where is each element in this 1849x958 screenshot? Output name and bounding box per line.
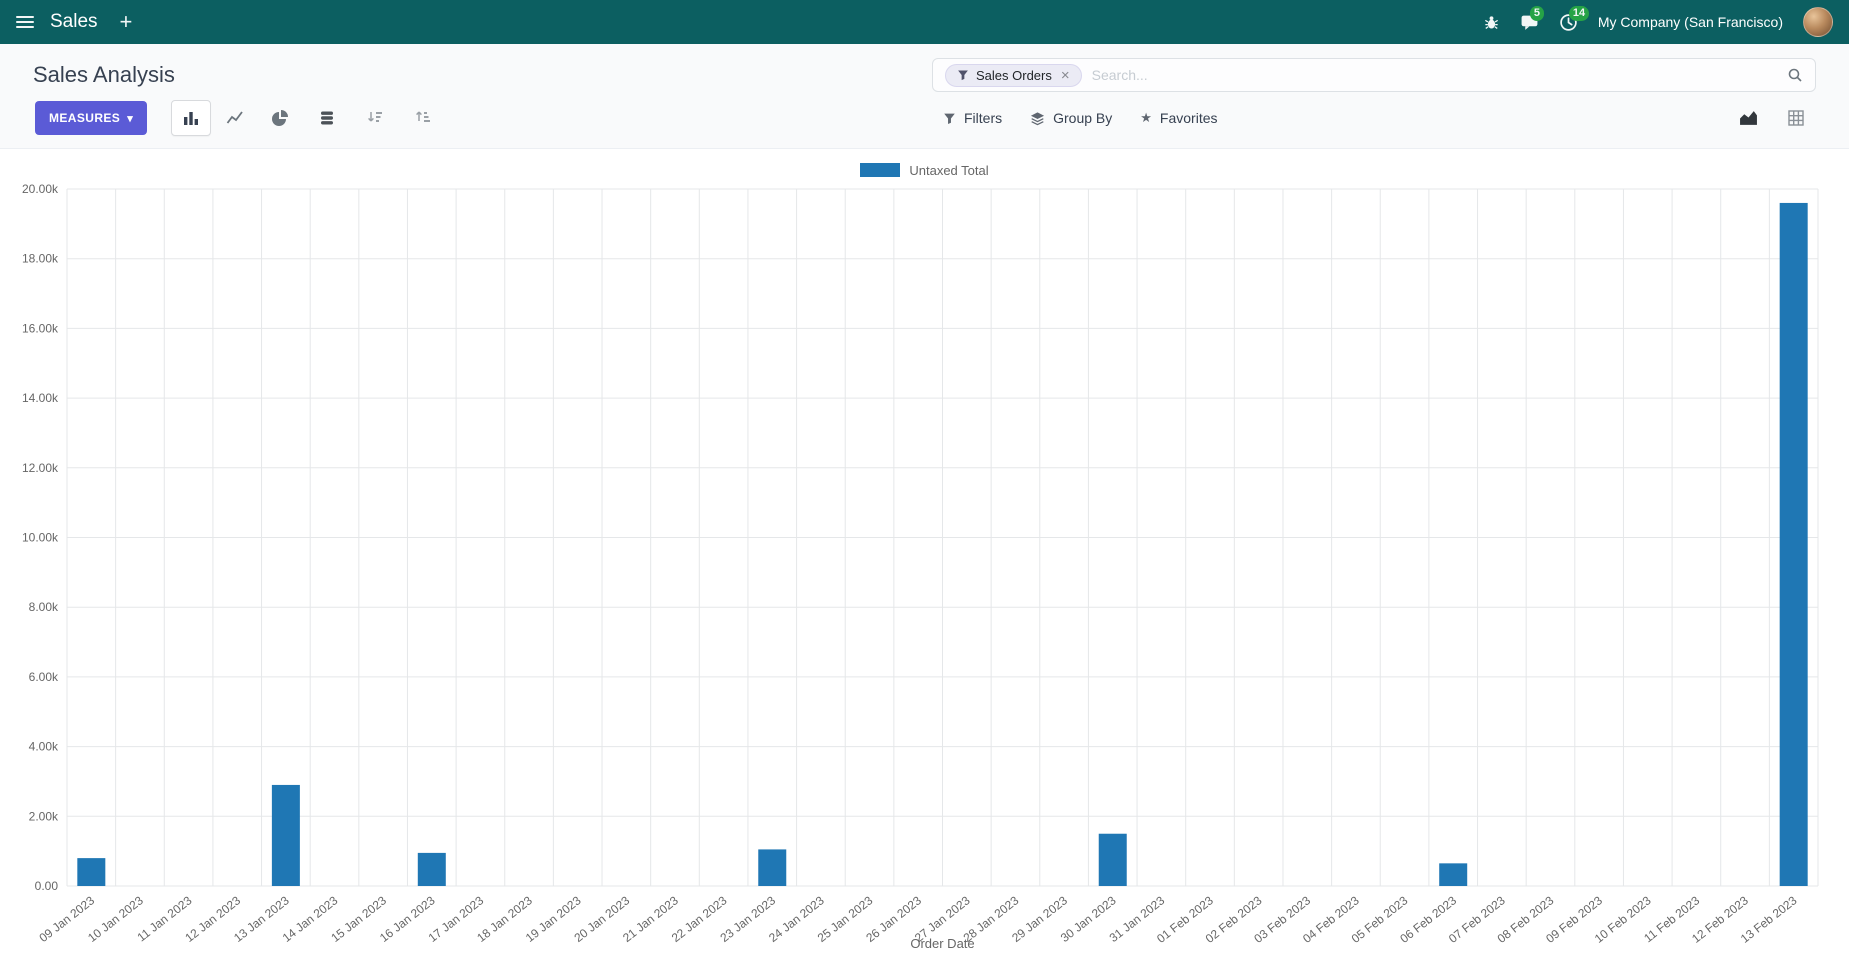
sort-descending-button[interactable] [355,100,395,136]
activities-button[interactable]: 14 [1559,5,1590,32]
debug-button[interactable] [1483,14,1500,31]
filter-funnel-icon [943,112,956,125]
svg-text:20.00k: 20.00k [22,183,59,196]
top-navbar: Sales + 5 [0,0,1849,44]
search-icon[interactable] [1787,67,1803,83]
line-chart-button[interactable] [215,100,255,136]
svg-text:10.00k: 10.00k [22,531,59,545]
apps-menu-button[interactable] [16,16,34,28]
search-input[interactable] [1091,67,1777,83]
graph-view-button[interactable] [1728,101,1768,135]
activities-badge: 14 [1568,5,1590,21]
svg-text:Order Date: Order Date [910,936,974,951]
search-bar[interactable]: Sales Orders × [932,58,1816,92]
favorites-button[interactable]: ★ Favorites [1140,110,1218,126]
svg-text:2.00k: 2.00k [29,809,59,823]
sort-ascending-button[interactable] [403,100,443,136]
svg-text:0.00: 0.00 [35,879,59,893]
sales-chart-svg[interactable]: 0.00 2.00k 4.00k 6.00k 8.00k 10.00k 12.00k 14.0… [0,182,1849,958]
messages-badge: 5 [1529,5,1544,21]
facet-remove-icon[interactable]: × [1060,66,1070,84]
legend-swatch [860,163,901,177]
toolbar-row: MEASURES ▾ [0,96,1849,148]
chart-type-group [171,100,299,136]
chart-tools: MEASURES ▾ [35,100,443,136]
navbar-left: Sales + [16,9,138,35]
legend-label: Untaxed Total [909,162,989,178]
new-tab-button[interactable]: + [114,9,139,35]
facet-label: Sales Orders [976,67,1052,83]
svg-text:4.00k: 4.00k [29,740,59,754]
page-title: Sales Analysis [33,62,175,87]
svg-text:16.00k: 16.00k [22,321,59,335]
view-switcher [1728,101,1816,135]
pie-chart-icon [271,109,288,127]
breadcrumb-row: Sales Analysis Sales Orders × [0,44,1849,96]
measures-button[interactable]: MEASURES ▾ [35,101,148,135]
app-name[interactable]: Sales [50,11,98,32]
chart-region: Untaxed Total 0.00 2.00k 4.00k 6.00k 8.00k 10… [0,149,1849,958]
pie-chart-button[interactable] [259,100,299,136]
sort-ascending-icon [414,109,432,127]
navbar-right: 5 14 My Company (San Francisco) [1483,5,1833,37]
stacked-icon [318,109,336,127]
messages-button[interactable]: 5 [1520,5,1544,32]
user-avatar[interactable] [1803,7,1833,37]
stacked-toggle-button[interactable] [307,100,347,136]
star-icon: ★ [1140,110,1152,125]
layers-icon [1030,111,1045,126]
svg-text:14.00k: 14.00k [22,391,59,405]
svg-text:18.00k: 18.00k [22,252,59,266]
search-facet[interactable]: Sales Orders × [945,63,1082,87]
pivot-grid-icon [1787,109,1805,127]
clock-icon [1559,13,1578,32]
control-panel: Sales Analysis Sales Orders × MEASURES [0,44,1849,149]
sort-descending-icon [366,109,384,127]
svg-text:6.00k: 6.00k [29,670,59,684]
chart-legend[interactable]: Untaxed Total [0,149,1849,183]
svg-text:8.00k: 8.00k [29,600,59,614]
svg-text:12.00k: 12.00k [22,461,59,475]
group-by-button[interactable]: Group By [1030,110,1112,126]
facet-filter-icon [957,69,969,81]
bar-chart-icon [182,109,200,127]
line-chart-icon [226,109,244,127]
plus-icon: + [119,9,133,34]
filters-button[interactable]: Filters [943,110,1002,126]
chevron-down-icon: ▾ [127,112,134,125]
bar-chart-button[interactable] [171,100,212,136]
hamburger-icon [16,16,34,28]
company-switcher[interactable]: My Company (San Francisco) [1597,14,1783,30]
pivot-view-button[interactable] [1776,101,1816,135]
bug-icon [1483,14,1500,31]
area-chart-icon [1739,109,1758,128]
search-options: Filters Group By ★ Favorites [943,110,1218,126]
